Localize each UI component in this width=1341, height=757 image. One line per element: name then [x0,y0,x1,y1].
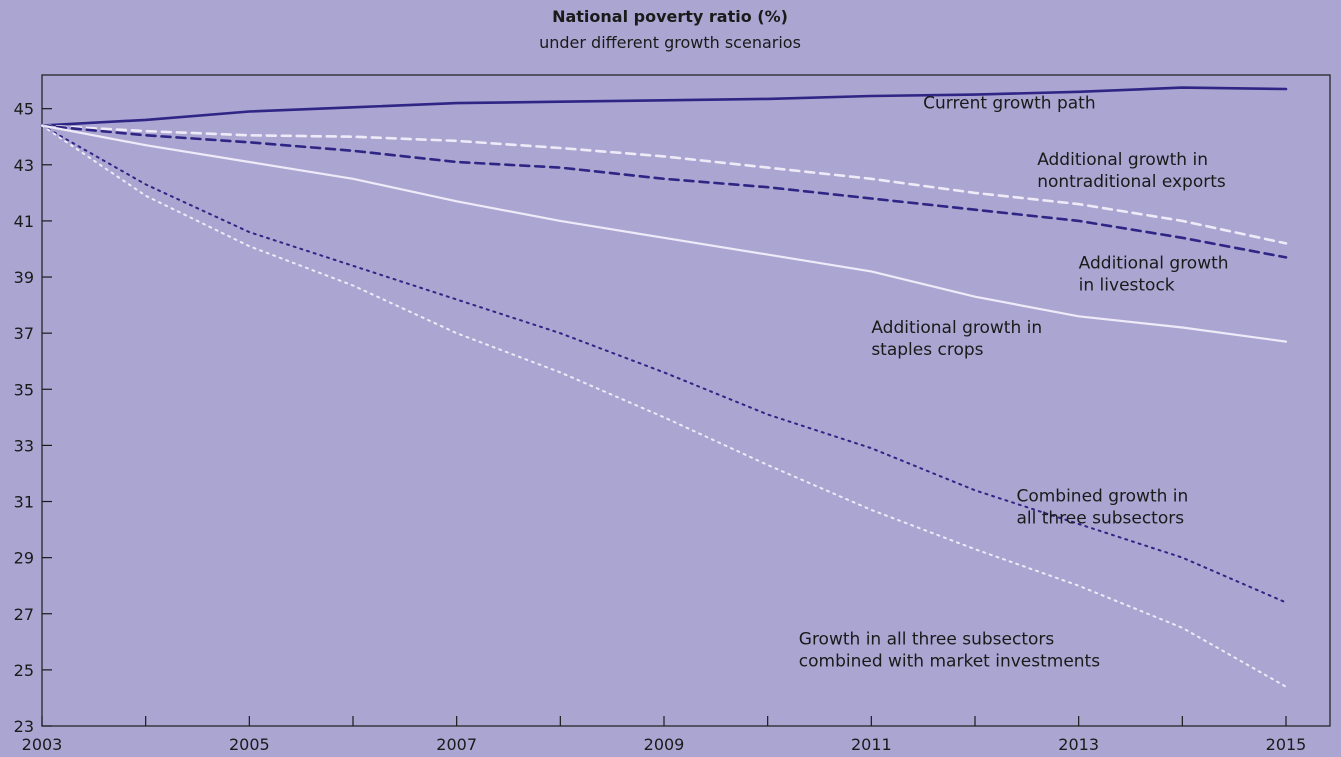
y-tick-label: 25 [14,661,34,680]
chart-title: National poverty ratio (%) [552,7,788,26]
series-line-3 [40,124,1288,259]
y-tick-label: 31 [14,493,34,512]
series-line-6 [41,124,1287,688]
series-line-5 [41,124,1287,604]
series-line-1 [40,86,1288,127]
y-tick-label: 23 [14,717,34,736]
series-label-1: Current growth path [923,94,1095,114]
plot-frame [41,74,1331,727]
y-tick-label: 37 [14,324,34,343]
y-tick-label: 35 [14,380,34,399]
series-lines [40,86,1288,688]
series-label-3: Additional growth in livestock [1079,254,1229,296]
y-tick-label: 39 [14,268,34,287]
chart-subtitle: under different growth scenarios [539,33,801,52]
series-labels: Current growth path Additional growth in n… [799,94,1229,672]
series-line-4 [40,124,1288,343]
series-label-4: Additional growth in staples crops [871,318,1042,360]
x-tick-label: 2005 [229,735,270,754]
x-tick-label: 2013 [1058,735,1099,754]
series-line-2 [40,124,1288,245]
y-tick-label: 43 [14,156,34,175]
x-axis: 2003 2005 2007 2009 2011 2013 2015 [22,716,1307,754]
y-tick-label: 27 [14,605,34,624]
y-tick-label: 33 [14,436,34,455]
x-tick-label: 2015 [1266,735,1307,754]
y-tick-label: 45 [14,100,34,119]
x-tick-label: 2009 [644,735,685,754]
series-label-5: Combined growth in all three subsectors [1016,487,1188,529]
x-tick-label: 2007 [436,735,477,754]
x-tick-label: 2003 [22,735,63,754]
y-tick-label: 41 [14,212,34,231]
y-axis: 23 25 27 29 31 33 35 37 39 41 43 45 [14,100,52,736]
series-label-2: Additional growth in nontraditional expor… [1037,150,1226,192]
x-tick-label: 2011 [851,735,892,754]
plot-border [41,74,1331,727]
series-label-6: Growth in all three subsectors combined w… [799,630,1100,672]
y-tick-label: 29 [14,549,34,568]
